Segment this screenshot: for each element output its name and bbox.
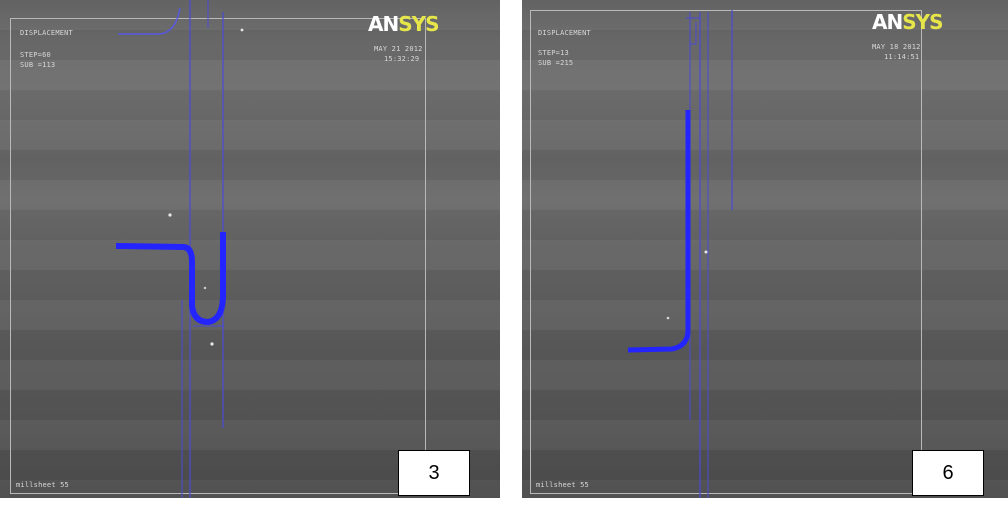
marker bbox=[203, 286, 207, 290]
logo-an: AN bbox=[872, 10, 903, 34]
marker bbox=[666, 316, 670, 320]
footer-text: millsheet 55 bbox=[536, 481, 589, 489]
deformed-sheet bbox=[627, 110, 691, 353]
top-curve bbox=[118, 7, 181, 35]
deformed-sheet bbox=[115, 232, 226, 325]
ansys-plot-right: DISPLACEMENT STEP=13 SUB =215 ANSYS MAY … bbox=[522, 0, 1008, 498]
ansys-logo: ANSYS bbox=[368, 12, 440, 36]
time-line: 15:32:29 bbox=[384, 55, 420, 63]
marker bbox=[704, 250, 708, 254]
logo-sys: SYS bbox=[902, 10, 943, 34]
logo-an: AN bbox=[368, 12, 399, 36]
time-line: 11:14:51 bbox=[884, 53, 920, 61]
marker bbox=[240, 28, 244, 32]
marker bbox=[210, 342, 214, 346]
figure-label-6: 6 bbox=[912, 450, 984, 496]
geometry-view bbox=[115, 0, 244, 498]
background-bands bbox=[522, 0, 1008, 498]
header-sub: SUB =113 bbox=[20, 61, 56, 69]
header-title: DISPLACEMENT bbox=[538, 29, 591, 37]
geometry-view bbox=[627, 10, 733, 498]
tool-outline bbox=[689, 22, 697, 45]
background-bands bbox=[0, 0, 500, 498]
figure-label-3: 3 bbox=[398, 450, 470, 496]
header-sub: SUB =215 bbox=[538, 59, 574, 67]
header-step: STEP=13 bbox=[538, 49, 569, 57]
date-line: MAY 18 2012 bbox=[872, 43, 921, 51]
header-step: STEP=60 bbox=[20, 51, 51, 59]
marker bbox=[168, 213, 172, 217]
header-title: DISPLACEMENT bbox=[20, 29, 73, 37]
ansys-plot-left: DISPLACEMENT STEP=60 SUB =113 ANSYS MAY … bbox=[0, 0, 500, 498]
ansys-logo: ANSYS bbox=[872, 10, 944, 34]
date-line: MAY 21 2012 bbox=[374, 45, 423, 53]
logo-sys: SYS bbox=[398, 12, 439, 36]
footer-text: millsheet 55 bbox=[16, 481, 69, 489]
